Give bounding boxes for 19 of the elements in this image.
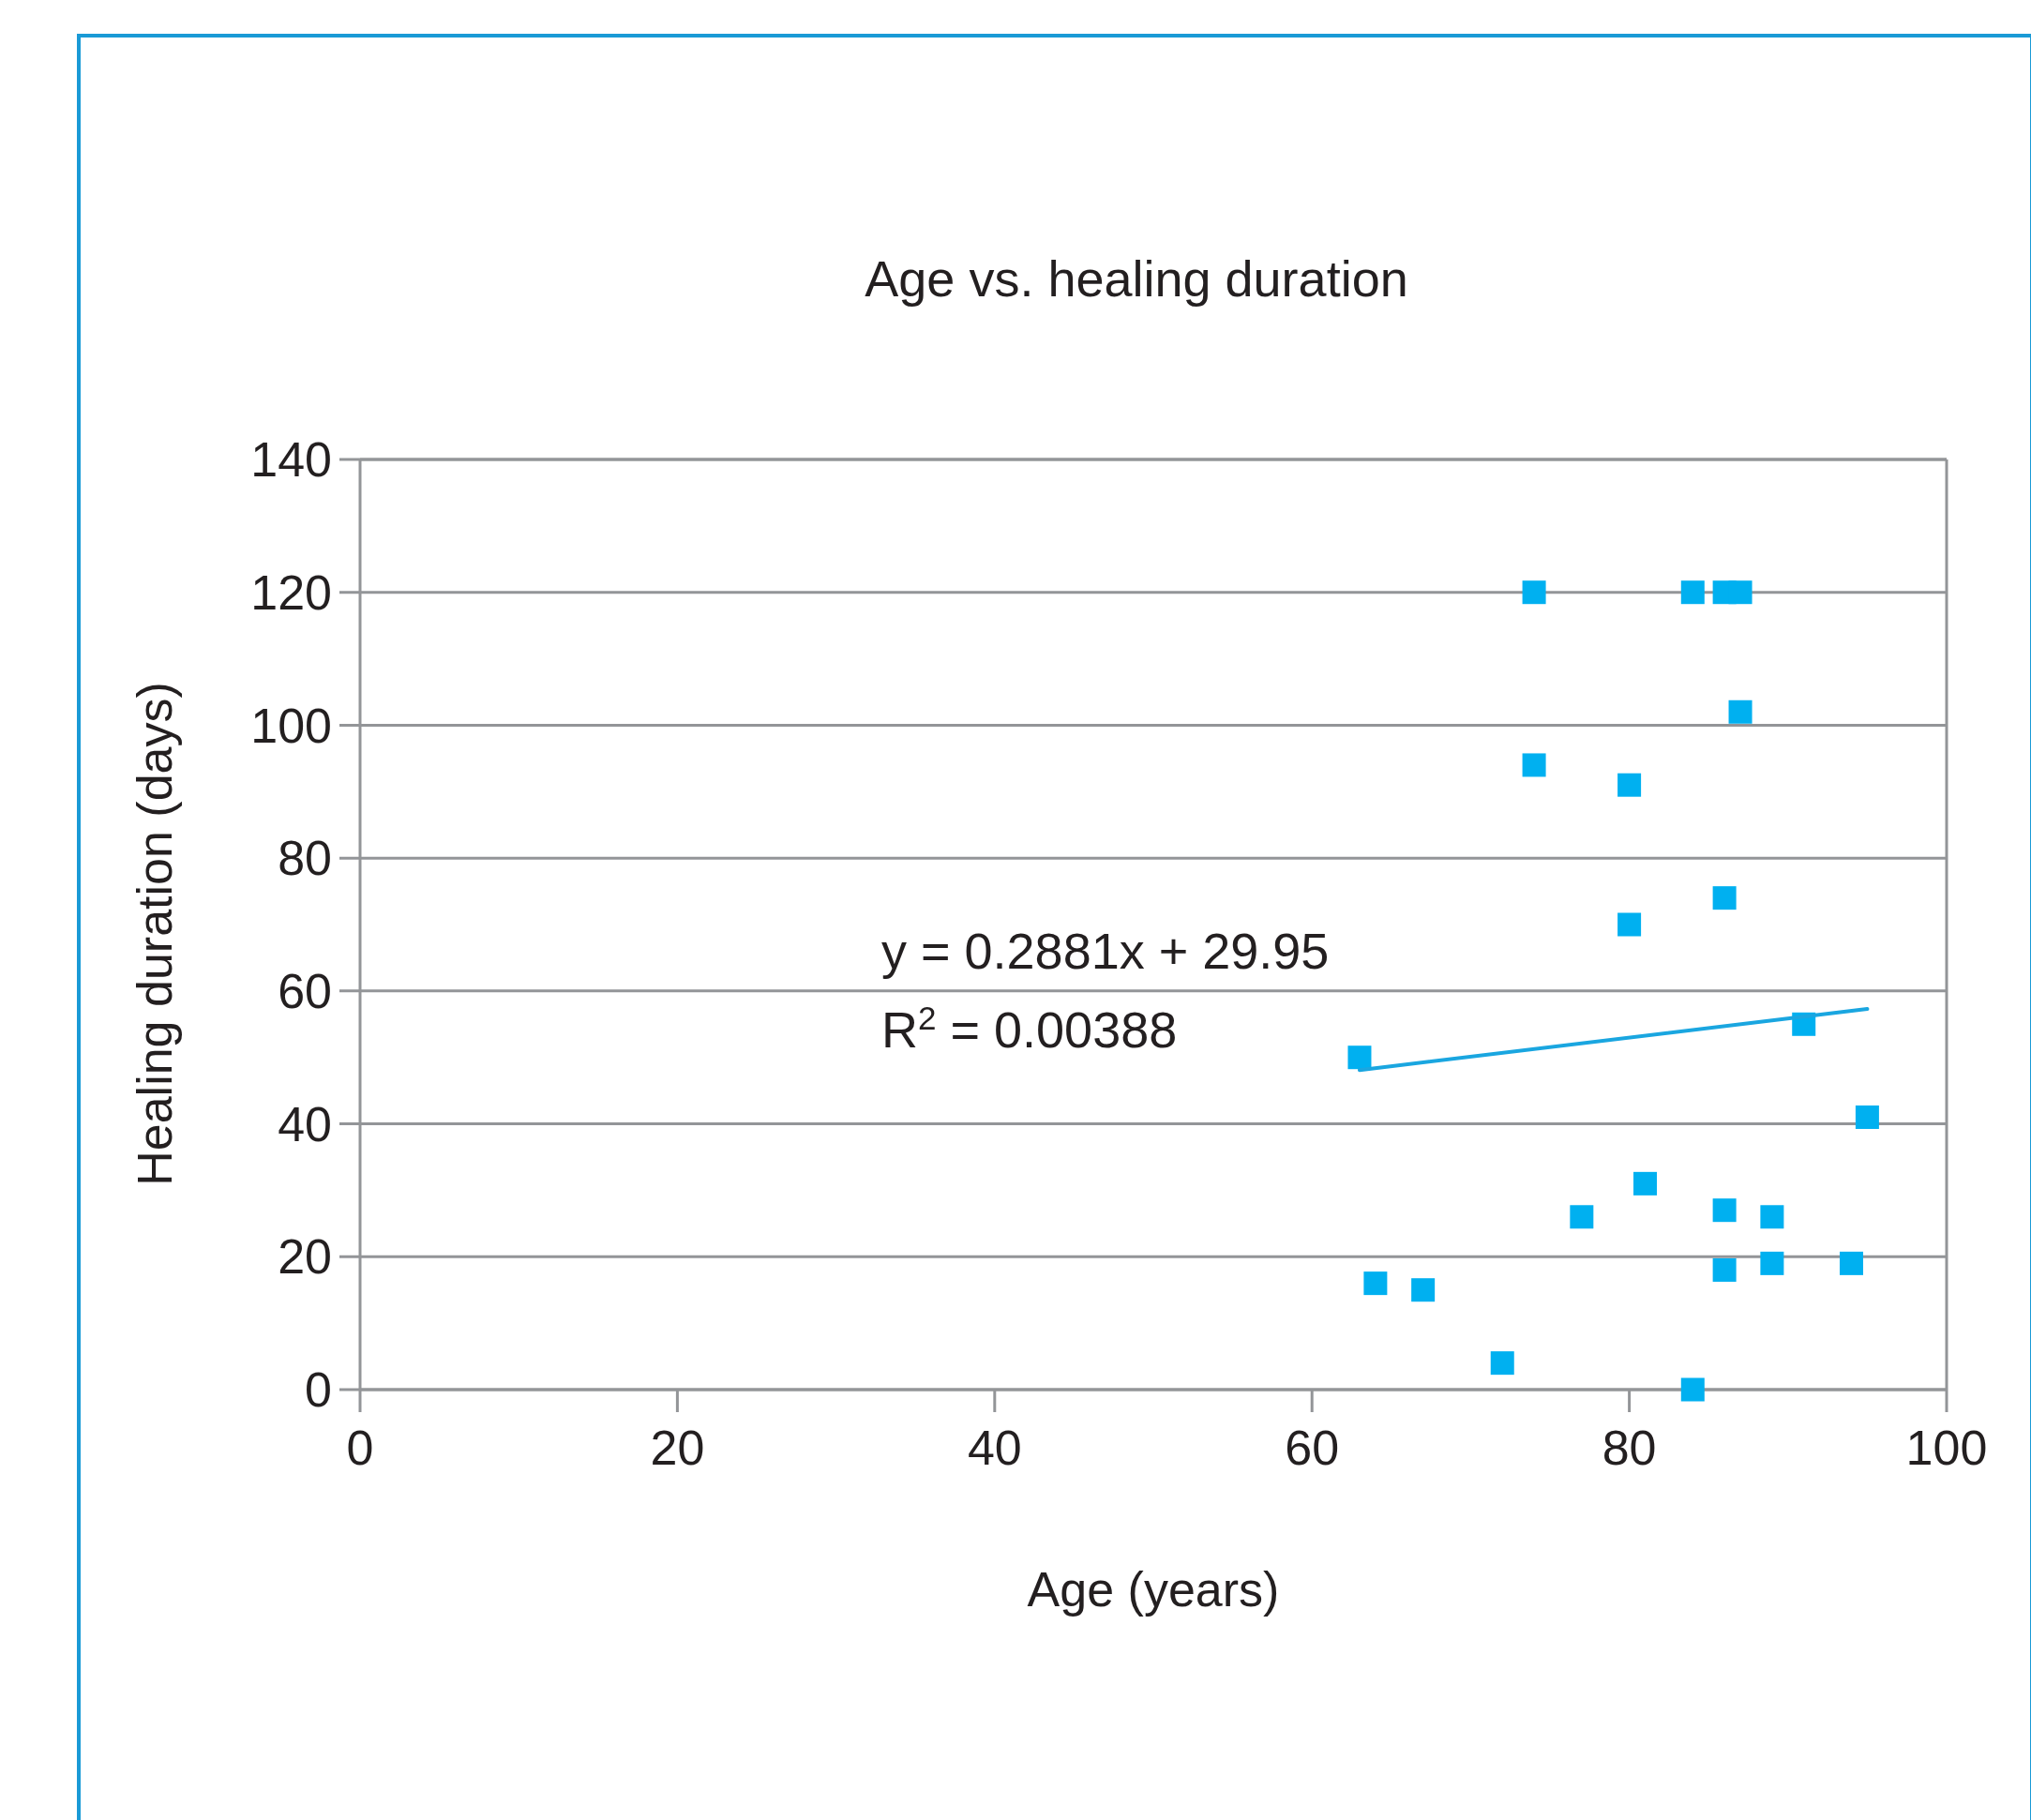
x-tick-label: 60 — [1285, 1421, 1340, 1475]
annotation: R$^{2}$ = 0.00388 — [881, 999, 1178, 1058]
x-tick-label: 0 — [346, 1421, 374, 1475]
y-tick-label: 80 — [278, 831, 332, 886]
y-tick-label: 120 — [250, 564, 332, 620]
y-tick-label: 140 — [250, 432, 332, 488]
y-tick-label: 20 — [278, 1229, 332, 1285]
y-tick-label: 40 — [278, 1096, 332, 1151]
x-tick-label: 20 — [650, 1421, 705, 1475]
x-tick-label: 40 — [967, 1421, 1022, 1475]
annotation: y = 0.2881x + 29.95 — [881, 923, 1330, 979]
chart-title: Age vs. healing duration — [865, 250, 1408, 307]
x-tick-label: 80 — [1602, 1421, 1657, 1475]
y-tick-label: 60 — [278, 964, 332, 1019]
y-axis-title: Healing duration (days) — [128, 682, 182, 1186]
y-tick-label: 100 — [250, 698, 332, 753]
y-tick-label: 0 — [305, 1362, 332, 1418]
x-axis-title: Age (years) — [1027, 1562, 1280, 1617]
x-tick-label: 100 — [1905, 1421, 1988, 1475]
